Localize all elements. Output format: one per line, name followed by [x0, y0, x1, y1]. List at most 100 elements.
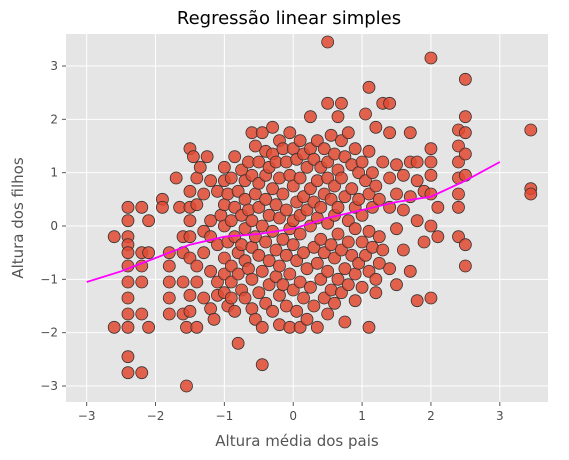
data-point — [204, 174, 218, 188]
data-point — [424, 51, 438, 65]
data-point — [431, 230, 445, 244]
data-point — [341, 126, 355, 140]
x-axis-label: Altura média dos pais — [215, 432, 379, 450]
data-point — [255, 264, 269, 278]
scatter-points — [107, 35, 538, 393]
y-tick-label: 0 — [50, 219, 58, 233]
data-point — [255, 358, 269, 372]
data-point — [283, 126, 297, 140]
data-point — [338, 262, 352, 276]
data-point — [252, 248, 266, 262]
data-point — [355, 235, 369, 249]
data-point — [352, 192, 366, 206]
data-point — [369, 179, 383, 193]
data-point — [321, 35, 335, 49]
data-point — [458, 147, 472, 161]
data-point — [369, 120, 383, 134]
data-point — [372, 230, 386, 244]
data-point — [310, 320, 324, 334]
x-tick-label: 2 — [427, 409, 435, 423]
data-point — [341, 278, 355, 292]
data-point — [162, 259, 176, 273]
data-point — [155, 200, 169, 214]
data-point — [204, 264, 218, 278]
data-point — [228, 304, 242, 318]
x-axis-ticks: −3 −2 −1 0 1 2 3 — [78, 402, 504, 423]
data-point — [321, 264, 335, 278]
data-point — [269, 198, 283, 212]
data-point — [121, 320, 135, 334]
data-point — [197, 291, 211, 305]
data-point — [452, 187, 465, 201]
data-point — [245, 214, 259, 228]
data-point — [410, 294, 424, 308]
x-tick-label: 0 — [289, 409, 297, 423]
data-point — [396, 243, 410, 257]
data-point — [121, 275, 135, 289]
data-point — [204, 214, 218, 228]
data-point — [245, 302, 259, 316]
y-tick-label: −1 — [40, 272, 58, 286]
data-point — [276, 187, 290, 201]
data-point — [259, 192, 273, 206]
data-point — [262, 254, 276, 268]
data-point — [180, 379, 193, 393]
data-point — [121, 350, 135, 364]
data-point — [176, 275, 190, 289]
data-point — [135, 200, 149, 214]
data-point — [190, 259, 204, 273]
plot-area — [66, 34, 548, 402]
data-point — [458, 126, 472, 140]
x-tick-label: 3 — [496, 409, 504, 423]
data-point — [200, 150, 214, 164]
data-point — [369, 286, 383, 300]
data-point — [217, 160, 231, 174]
data-point — [248, 139, 262, 153]
data-point — [297, 291, 310, 305]
data-point — [183, 288, 197, 302]
data-point — [121, 200, 135, 214]
data-point — [355, 155, 369, 169]
data-point — [410, 214, 424, 228]
data-point — [224, 214, 238, 228]
data-point — [207, 312, 221, 326]
data-point — [266, 120, 279, 134]
data-point — [142, 320, 156, 334]
y-tick-label: 3 — [50, 59, 58, 73]
data-point — [383, 262, 397, 276]
data-point — [255, 126, 269, 140]
y-tick-label: 1 — [50, 166, 58, 180]
data-point — [348, 267, 362, 281]
data-point — [255, 320, 269, 334]
data-point — [458, 259, 472, 273]
data-point — [362, 144, 376, 158]
data-point — [417, 235, 431, 249]
data-point — [331, 200, 345, 214]
data-point — [348, 294, 362, 308]
data-point — [424, 142, 438, 156]
data-point — [324, 128, 338, 142]
data-point — [410, 155, 424, 169]
data-point — [431, 200, 445, 214]
data-point — [238, 291, 252, 305]
data-point — [345, 182, 359, 196]
data-point — [231, 336, 245, 350]
data-point — [410, 174, 424, 188]
data-point — [376, 243, 390, 257]
data-point — [190, 275, 204, 289]
data-point — [338, 315, 352, 329]
data-point — [293, 275, 307, 289]
y-axis-label: Altura dos filhos — [9, 157, 27, 279]
data-point — [231, 267, 245, 281]
data-point — [362, 80, 376, 94]
x-tick-label: −2 — [147, 409, 165, 423]
y-axis-ticks: −3 −2 −1 0 1 2 3 — [40, 59, 66, 393]
data-point — [190, 320, 204, 334]
data-point — [121, 214, 135, 228]
data-point — [162, 275, 176, 289]
data-point — [228, 150, 242, 164]
data-point — [276, 232, 290, 246]
data-point — [142, 246, 156, 260]
data-point — [348, 222, 362, 236]
